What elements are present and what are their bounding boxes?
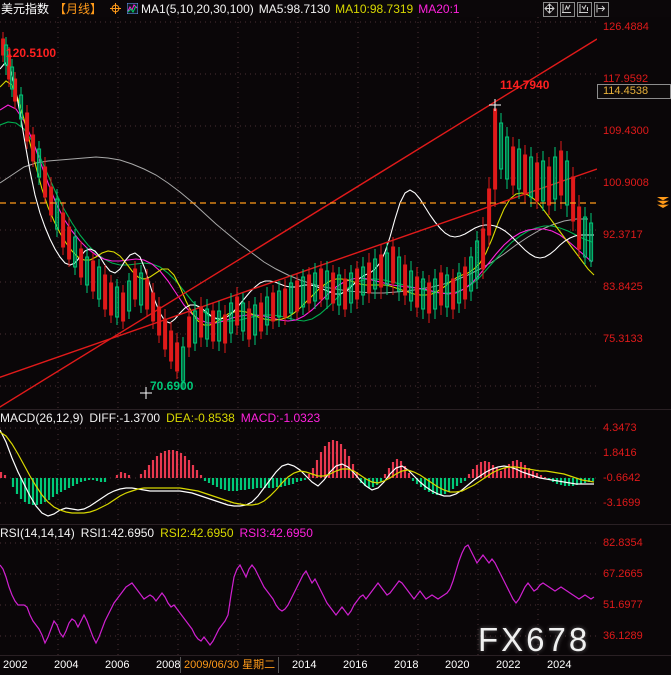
time-axis-tick: 2004 xyxy=(54,659,79,671)
rsi-axis-label: 36.1289 xyxy=(603,630,643,642)
time-axis-tick: 2002 xyxy=(3,659,28,671)
macd-panel[interactable]: MACD(26,12,9) DIFF:-1.3700 DEA:-0.8538 M… xyxy=(0,410,671,525)
grid-lines xyxy=(0,17,597,410)
price-plot-area[interactable]: 120.5100 70.6900 114.7940 xyxy=(0,17,597,410)
price-axis-label: 75.3133 xyxy=(603,333,643,345)
macd-title: MACD(26,12,9) xyxy=(0,410,84,425)
lower-trendline xyxy=(0,168,597,378)
price-chart-svg xyxy=(0,17,597,410)
rsi-header: RSI(14,14,14) RSI1:42.6950 RSI2:42.6950 … xyxy=(0,525,319,540)
annotation-high-right: 114.7940 xyxy=(500,78,550,92)
ma-params-label: MA1(5,10,20,30,100) xyxy=(141,1,254,16)
ma10-value: MA10:98.7319 xyxy=(335,1,414,16)
rsi2-value: RSI2:42.6950 xyxy=(160,525,234,540)
rsi-panel[interactable]: RSI(14,14,14) RSI1:42.6950 RSI2:42.6950 … xyxy=(0,525,671,655)
time-axis-tick: 2024 xyxy=(547,659,572,671)
price-axis-label: 109.4300 xyxy=(603,125,649,137)
macd-header: MACD(26,12,9) DIFF:-1.3700 DEA:-0.8538 M… xyxy=(0,410,326,425)
time-axis-tick: 2016 xyxy=(343,659,368,671)
rsi-axis[interactable]: 82.8354 67.2665 51.6977 36.1289 xyxy=(597,525,671,655)
time-axis-tick: 2022 xyxy=(496,659,521,671)
crosshair-date-label: 2009/06/30 星期二 xyxy=(180,657,280,673)
rsi-axis-label: 67.2665 xyxy=(603,568,643,580)
time-axis-tick: 2020 xyxy=(445,659,470,671)
time-axis-tick: 2008 xyxy=(156,659,181,671)
macd-plot-area[interactable] xyxy=(0,410,597,525)
price-axis-label: 92.3717 xyxy=(603,229,643,241)
macd-axis-label: -3.1699 xyxy=(603,497,641,509)
ma20-value: MA20:1 xyxy=(418,1,460,16)
macd-dea-line xyxy=(0,431,595,514)
period-label: 【月线】 xyxy=(54,1,103,16)
price-axis-label: 100.9008 xyxy=(603,177,649,189)
price-axis-label: 83.8425 xyxy=(603,281,643,293)
rsi-axis-label: 82.8354 xyxy=(603,537,643,549)
rsi3-value: RSI3:42.6950 xyxy=(239,525,313,540)
indicator-chart-icon[interactable] xyxy=(127,3,139,14)
rsi-line xyxy=(0,544,595,646)
time-axis-tick: 2018 xyxy=(394,659,419,671)
scale-vertical-icon[interactable] xyxy=(560,2,575,17)
time-axis-tick: 2014 xyxy=(292,659,317,671)
rsi-chart-svg xyxy=(0,539,597,655)
price-panel[interactable]: 120.5100 70.6900 114.7940 126.4884 117.9… xyxy=(0,17,671,410)
price-axis-label: 117.9592 xyxy=(603,73,649,85)
jump-to-latest-icon[interactable] xyxy=(594,2,609,17)
price-axis[interactable]: 126.4884 117.9592 109.4300 100.9008 92.3… xyxy=(597,17,671,410)
current-price-tag[interactable]: 114.4538 xyxy=(597,84,671,99)
time-axis-tick: 2006 xyxy=(105,659,130,671)
ma100-line xyxy=(0,156,588,294)
macd-axis-label: 1.8416 xyxy=(603,447,637,459)
price-level-marker-icon xyxy=(657,197,669,208)
instrument-name: 美元指数 xyxy=(1,1,50,16)
rsi-plot-area[interactable] xyxy=(0,525,597,655)
crosshair-marker-low xyxy=(140,387,152,399)
macd-chart-svg xyxy=(0,424,597,525)
macd-axis[interactable]: 4.3473 1.8416 -0.6642 -3.1699 xyxy=(597,410,671,525)
panel-divider xyxy=(0,524,671,525)
move-tool-icon[interactable] xyxy=(543,2,558,17)
rsi-title: RSI(14,14,14) xyxy=(0,525,75,540)
time-axis[interactable]: 2002 2004 2006 2008 2009/06/30 星期二 2014 … xyxy=(0,655,671,675)
macd-diff-line xyxy=(0,429,594,517)
macd-grid xyxy=(0,424,597,525)
crosshair-marker-high xyxy=(489,99,501,111)
macd-dea-value: DEA:-0.8538 xyxy=(166,410,235,425)
rsi-axis-label: 51.6977 xyxy=(603,599,643,611)
chart-header: 美元指数 【月线】 MA1(5,10,20,30,100) MA5:98.713… xyxy=(0,0,671,17)
candlesticks xyxy=(1,32,594,389)
price-axis-label: 126.4884 xyxy=(603,21,649,33)
panel-divider xyxy=(0,409,671,410)
macd-axis-label: 4.3473 xyxy=(603,422,637,434)
macd-macd-value: MACD:-1.0323 xyxy=(240,410,321,425)
annotation-high-left: 120.5100 xyxy=(6,46,57,60)
scale-horizontal-icon[interactable] xyxy=(577,2,592,17)
ma20-line xyxy=(0,104,593,324)
ma5-value: MA5:98.7130 xyxy=(258,1,331,16)
macd-axis-label: -0.6642 xyxy=(603,472,641,484)
macd-diff-value: DIFF:-1.3700 xyxy=(89,410,161,425)
crosshair-target-icon[interactable] xyxy=(110,3,122,14)
upper-trendline xyxy=(0,38,597,408)
rsi1-value: RSI1:42.6950 xyxy=(80,525,155,540)
annotation-low: 70.6900 xyxy=(150,379,194,393)
site-watermark: FX678 xyxy=(478,621,591,658)
chart-toolbar xyxy=(543,2,609,17)
